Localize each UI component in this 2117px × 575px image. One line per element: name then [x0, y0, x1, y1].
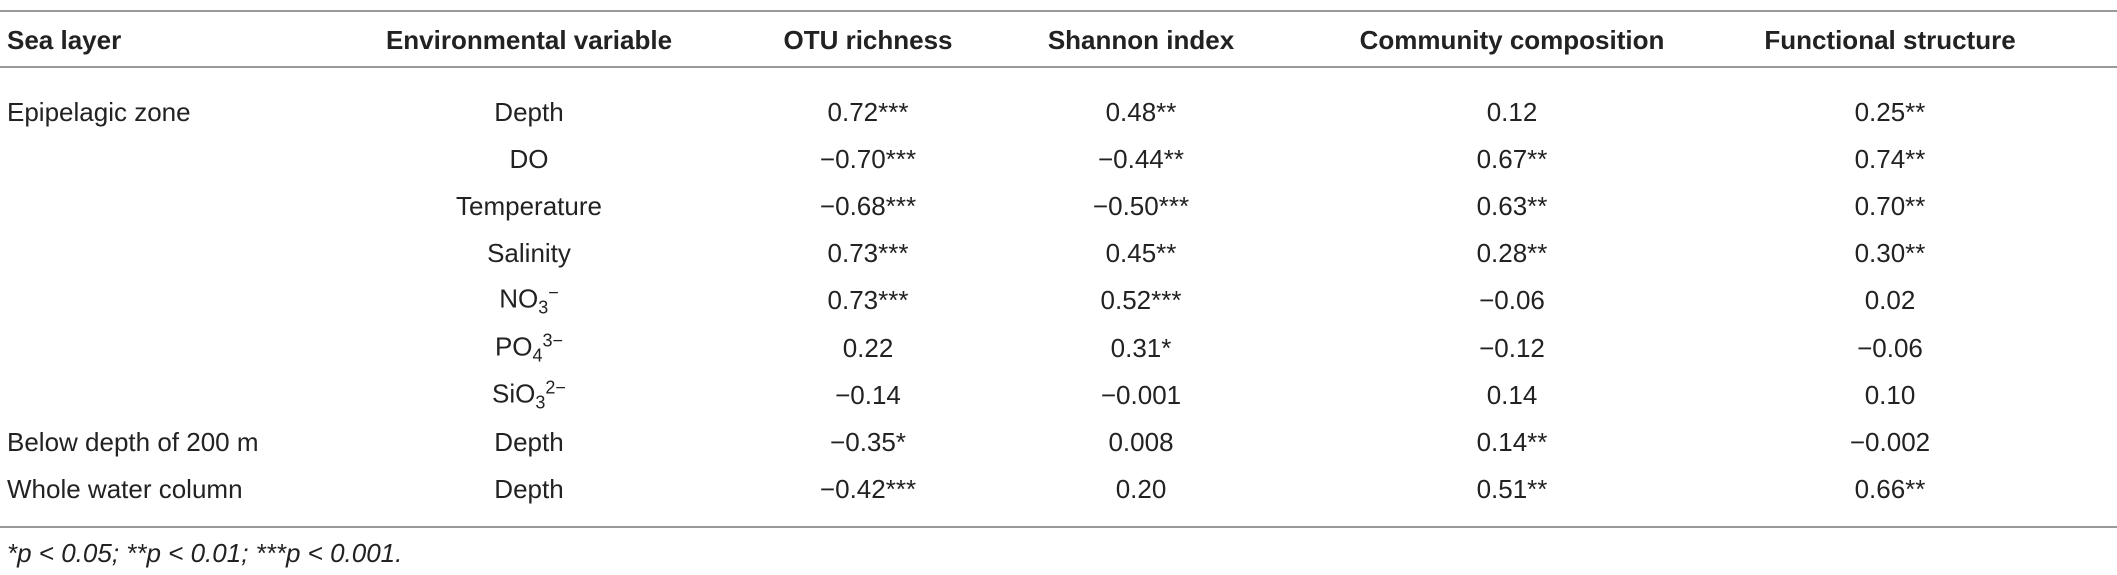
column-header: Sea layer	[7, 25, 122, 55]
correlation-value: −0.14	[835, 379, 901, 410]
correlation-value: 0.51**	[1476, 473, 1548, 504]
variable-subscript: 3	[538, 297, 549, 318]
sea-layer: Epipelagic zone	[7, 97, 191, 127]
correlation-value: 0.25**	[1854, 97, 1926, 127]
environmental-variable: Temperature	[456, 191, 602, 221]
correlation-value: −0.35*	[830, 426, 906, 457]
environmental-variable: NO3−	[499, 278, 559, 323]
variable-name: Depth	[494, 97, 564, 127]
environmental-variable: DO	[510, 144, 549, 174]
correlation-value: 0.30**	[1854, 238, 1926, 269]
environmental-variable: Salinity	[487, 238, 571, 268]
correlation-value: 0.31*	[1110, 332, 1172, 363]
column-header: Functional structure	[1764, 25, 2016, 55]
correlation-value: 0.02	[1864, 285, 1916, 316]
correlation-value: 0.14	[1486, 379, 1538, 410]
variable-subscript: 4	[532, 345, 543, 365]
correlation-value: −0.42***	[819, 473, 917, 504]
correlation-value: −0.001	[1100, 379, 1182, 410]
header-rule	[0, 66, 2117, 68]
variable-name: Temperature	[456, 191, 602, 222]
variable-name: Salinity	[487, 238, 571, 269]
environmental-variable: PO43−	[495, 325, 563, 370]
correlation-value: 0.28**	[1476, 238, 1548, 269]
variable-superscript: 3−	[542, 330, 564, 350]
variable-name: SiO	[492, 378, 536, 409]
environmental-variable: Depth	[494, 97, 563, 127]
correlation-value: 0.48**	[1105, 97, 1177, 127]
column-header: Environmental variable	[385, 25, 673, 55]
variable-superscript: 2−	[545, 377, 566, 398]
correlation-value: 0.10	[1864, 379, 1916, 410]
correlation-value: 0.45**	[1105, 238, 1177, 269]
environmental-variable: Depth	[494, 427, 563, 457]
correlation-value: −0.12	[1479, 332, 1545, 363]
correlation-value: 0.72***	[827, 97, 909, 127]
column-header: Community composition	[1359, 25, 1665, 55]
correlation-value: −0.68***	[819, 191, 917, 222]
variable-name: PO	[494, 331, 533, 361]
correlation-value: 0.63**	[1476, 191, 1548, 222]
correlation-value: 0.73***	[827, 238, 909, 269]
correlation-value: 0.73***	[827, 285, 909, 316]
correlation-value: −0.44**	[1097, 144, 1185, 175]
correlation-value: 0.20	[1115, 473, 1167, 504]
variable-name: NO	[499, 283, 539, 314]
sea-layer: Below depth of 200 m	[7, 426, 259, 457]
correlation-value: −0.06	[1857, 332, 1923, 363]
correlation-value: −0.70***	[819, 144, 917, 175]
correlation-value: 0.22	[842, 332, 894, 363]
correlation-value: 0.52***	[1100, 285, 1182, 316]
sea-layer: Whole water column	[7, 473, 243, 504]
environmental-variable: Depth	[494, 474, 563, 504]
correlation-value: 0.12	[1486, 97, 1538, 127]
variable-name: Depth	[494, 473, 564, 504]
top-rule	[0, 10, 2117, 12]
correlation-value: −0.002	[1849, 426, 1931, 457]
correlation-value: 0.66**	[1854, 473, 1926, 504]
bottom-rule	[0, 526, 2117, 528]
correlation-value: −0.06	[1479, 285, 1545, 316]
column-header: Shannon index	[1047, 25, 1235, 55]
column-header: OTU richness	[783, 25, 953, 55]
variable-superscript: −	[548, 282, 559, 303]
variable-subscript: 3	[535, 392, 546, 413]
footnote: *p < 0.05; **p < 0.01; ***p < 0.001.	[7, 538, 403, 568]
environmental-variable: SiO32−	[492, 372, 566, 417]
correlation-value: 0.74**	[1854, 144, 1926, 175]
correlation-value: 0.008	[1108, 426, 1174, 457]
correlation-value: 0.70**	[1854, 191, 1926, 222]
correlation-value: 0.67**	[1476, 144, 1548, 175]
correlation-value: 0.14**	[1476, 426, 1548, 457]
variable-name: DO	[509, 144, 549, 175]
correlation-value: −0.50***	[1092, 191, 1190, 222]
variable-name: Depth	[494, 426, 564, 457]
